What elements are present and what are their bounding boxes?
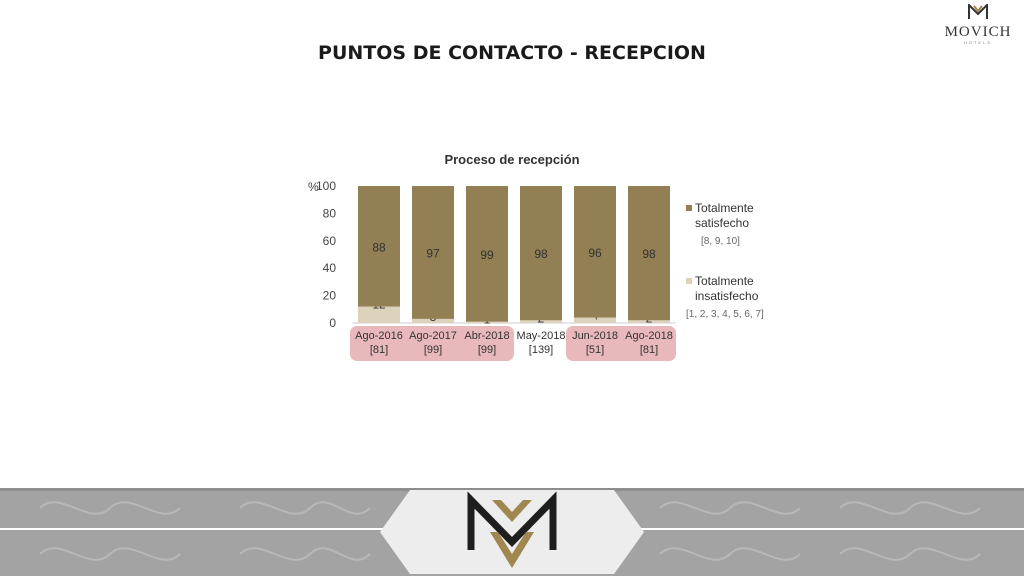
- bar-segment: [520, 186, 562, 321]
- y-tick-label: 40: [323, 261, 337, 275]
- data-label: 98: [642, 247, 656, 261]
- category-label: Abr-2018: [464, 330, 509, 342]
- legend-range: [1, 2, 3, 4, 5, 6, 7]: [686, 309, 764, 320]
- bar-segment: [358, 186, 400, 307]
- bar-segment: [628, 186, 670, 321]
- legend-range: [8, 9, 10]: [701, 236, 740, 247]
- y-tick-label: 80: [323, 206, 337, 220]
- brand-mark-icon: [968, 2, 988, 19]
- sample-size-label: [81]: [370, 344, 388, 356]
- stacked-bar-chart: 020406080100%1288Ago-2016[81]397Ago-2017…: [308, 179, 764, 361]
- category-highlight: [566, 326, 676, 361]
- y-tick-label: 60: [323, 234, 337, 248]
- chart-title: Proceso de recepción: [444, 152, 580, 167]
- sample-size-label: [99]: [478, 344, 496, 356]
- bar-segment: [520, 320, 562, 323]
- legend-label: insatisfecho: [695, 289, 759, 303]
- category-label: Ago-2016: [355, 330, 403, 342]
- data-label: 97: [426, 246, 440, 260]
- bar-segment: [574, 186, 616, 318]
- bar-segment: [412, 186, 454, 319]
- y-tick-label: 0: [329, 316, 336, 330]
- legend-swatch: [686, 278, 692, 284]
- sample-size-label: [81]: [640, 344, 658, 356]
- legend-label: satisfecho: [695, 216, 749, 230]
- page-title: PUNTOS DE CONTACTO - RECEPCION: [318, 42, 706, 64]
- bar-segment: [628, 320, 670, 323]
- data-label: 99: [480, 248, 494, 262]
- bar-segment: [466, 186, 508, 322]
- bar-segment: [412, 318, 454, 323]
- footer-banner: [0, 488, 1024, 576]
- data-label: 96: [588, 246, 602, 260]
- data-label: 98: [534, 247, 548, 261]
- legend-label: Totalmente: [695, 201, 754, 215]
- sample-size-label: [51]: [586, 344, 604, 356]
- sample-size-label: [139]: [529, 344, 553, 356]
- y-tick-label: 20: [323, 289, 337, 303]
- footer-ornament: [39, 501, 981, 561]
- footer-center-plate: [380, 490, 644, 574]
- data-label: 88: [372, 240, 386, 254]
- category-label: Jun-2018: [572, 330, 618, 342]
- category-highlight: [350, 326, 514, 361]
- legend-swatch: [686, 205, 692, 211]
- y-axis-label: %: [308, 180, 319, 194]
- legend-label: Totalmente: [695, 274, 754, 288]
- category-label: Ago-2017: [409, 330, 457, 342]
- sample-size-label: [99]: [424, 344, 442, 356]
- brand-logo: MOVICH HOTELS: [942, 2, 1014, 46]
- brand-sub: HOTELS: [963, 40, 992, 45]
- y-tick-label: 100: [316, 179, 336, 193]
- bar-segment: [358, 306, 400, 323]
- footer-logo-icon: [467, 491, 557, 568]
- bar-segment: [574, 317, 616, 323]
- category-label: May-2018: [517, 330, 566, 342]
- category-label: Ago-2018: [625, 330, 673, 342]
- brand-name: MOVICH: [944, 24, 1012, 40]
- bar-segment: [466, 321, 508, 323]
